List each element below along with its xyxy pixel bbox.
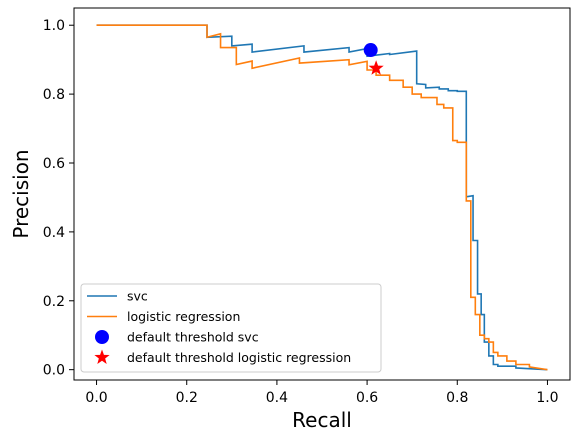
legend: svc logistic regression default threshold … [80,283,382,373]
y-axis-label: Precision [9,149,33,238]
series-line-0 [96,24,548,371]
legend-label: default threshold logistic regression [127,350,351,365]
legend-label: default threshold svc [127,330,259,345]
series-line-1 [96,24,548,371]
legend-label: logistic regression [127,309,240,324]
y-tick-label: 0.4 [43,225,65,241]
x-tick-label: 0.6 [356,390,378,406]
legend-box [80,283,382,373]
y-tick-label: 0.0 [43,363,65,379]
x-axis-label: Recall [292,408,352,432]
series-layer [96,24,548,371]
plot-frame [73,7,571,381]
y-tick-label: 1.0 [43,18,65,34]
x-tick-label: 1.0 [536,390,558,406]
x-axis-ticks: 0.0 0.2 0.4 0.6 0.8 1.0 [85,380,559,406]
marker-point-logistic [368,60,384,75]
y-tick-label: 0.2 [43,294,65,310]
x-tick-label: 0.4 [266,390,288,406]
x-tick-label: 0.8 [446,390,468,406]
x-tick-label: 0.0 [85,390,107,406]
y-tick-label: 0.8 [43,87,65,103]
y-tick-label: 0.6 [43,156,65,172]
legend-label: svc [127,289,148,304]
x-tick-label: 0.2 [176,390,198,406]
y-axis-ticks: 0.0 0.2 0.4 0.6 0.8 1.0 [43,18,74,379]
legend-swatch [94,349,110,364]
marker-point-svc [363,43,378,58]
legend-swatch [95,330,109,344]
